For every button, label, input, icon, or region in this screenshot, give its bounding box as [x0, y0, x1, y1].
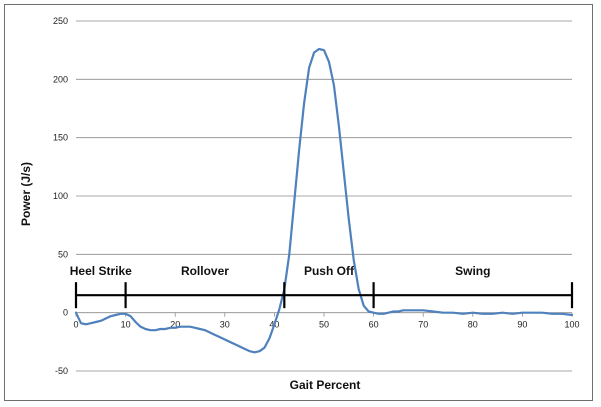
y-tick-label: 200: [53, 74, 68, 84]
x-tick-label: 100: [564, 320, 579, 330]
x-axis-title: Gait Percent: [290, 378, 361, 392]
phase-label: Swing: [455, 264, 490, 278]
y-tick-label: 50: [58, 249, 68, 259]
phase-label: Heel Strike: [70, 264, 132, 278]
x-tick-label: 30: [220, 320, 230, 330]
y-tick-label: 0: [63, 308, 68, 318]
x-tick-label: 60: [369, 320, 379, 330]
phase-label: Push Off: [304, 264, 355, 278]
y-tick-label: 150: [53, 133, 68, 143]
x-tick-label: 90: [517, 320, 527, 330]
chart-frame: [4, 4, 593, 401]
x-tick-label: 50: [319, 320, 329, 330]
x-tick-label: 80: [468, 320, 478, 330]
x-tick-label: 70: [418, 320, 428, 330]
y-tick-label: 250: [53, 16, 68, 26]
x-tick-label: 10: [121, 320, 131, 330]
y-tick-label: -50: [55, 366, 68, 376]
phase-label: Rollover: [181, 264, 229, 278]
x-tick-label: 0: [73, 320, 78, 330]
power-series-line: [74, 47, 574, 354]
x-tick-label: 20: [170, 320, 180, 330]
y-tick-label: 100: [53, 191, 68, 201]
y-axis-title: Power (J/s): [19, 162, 33, 226]
